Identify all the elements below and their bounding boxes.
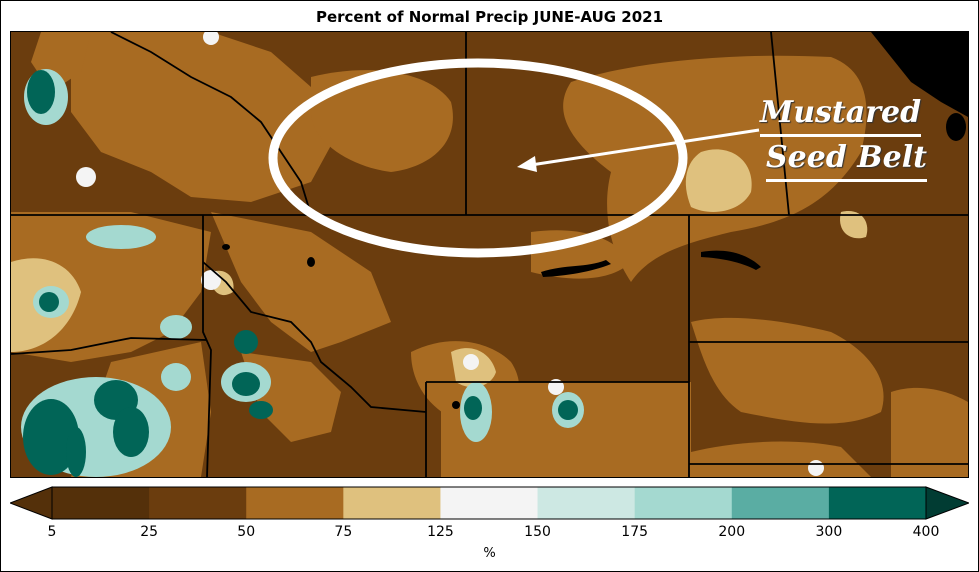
colorbar-segments <box>10 486 969 520</box>
colorbar-segment <box>343 487 441 519</box>
colorbar-tick-label: 200 <box>718 524 746 540</box>
colorbar <box>10 486 969 520</box>
colorbar-segment <box>440 487 539 519</box>
colorbar-segment <box>828 487 927 519</box>
colorbar-segment <box>537 487 636 519</box>
very-wet-regions <box>23 70 578 477</box>
colorbar-segment <box>634 487 733 519</box>
mustard-seed-belt-highlight <box>268 58 760 258</box>
near-normal-regions <box>76 32 824 476</box>
colorbar-tick-label: 175 <box>621 524 649 540</box>
precip-map-canvas <box>11 32 968 477</box>
mustard-seed-belt-label: Mustared Seed Belt <box>760 92 927 182</box>
colorbar-extend-low <box>10 486 53 520</box>
colorbar-extend-high <box>925 486 969 520</box>
water-bodies <box>222 32 968 409</box>
colorbar-tick-label: 400 <box>912 524 940 540</box>
colorbar-segment <box>52 487 150 519</box>
colorbar-ticks: 5 25 50 75 125 150 175 200 300 400 <box>0 524 979 544</box>
colorbar-tick-label: 50 <box>237 524 256 540</box>
colorbar-tick-label: 300 <box>815 524 843 540</box>
colorbar-tick-label: 75 <box>334 524 353 540</box>
annotation-line-1: Mustared <box>760 92 922 137</box>
boundaries <box>11 32 968 477</box>
colorbar-segment <box>246 487 344 519</box>
colorbar-tick-label: 150 <box>524 524 551 540</box>
colorbar-tick-label: 125 <box>427 524 454 540</box>
colorbar-segment <box>731 487 830 519</box>
annotation-line-2: Seed Belt <box>766 137 927 182</box>
map-title: Percent of Normal Precip JUNE-AUG 2021 <box>315 8 664 26</box>
colorbar-unit: % <box>483 546 496 561</box>
precip-map <box>10 31 969 478</box>
colorbar-tick-label: 25 <box>140 524 159 540</box>
colorbar-tick-label: 5 <box>47 524 57 540</box>
colorbar-segment <box>149 487 247 519</box>
